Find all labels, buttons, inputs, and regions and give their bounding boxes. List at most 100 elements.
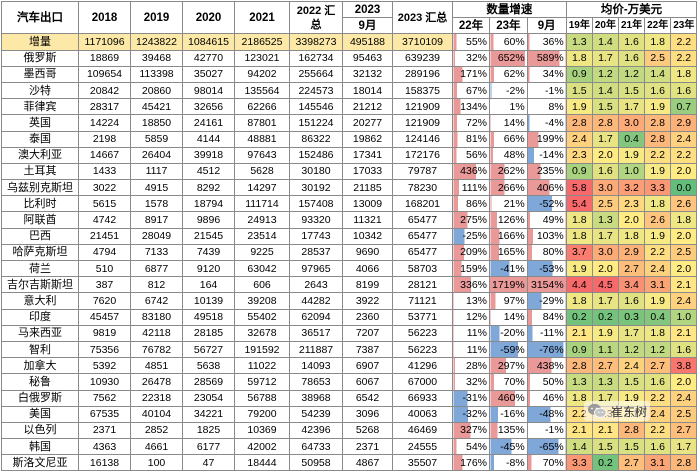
price-cell: 1.6	[644, 373, 672, 391]
volume-cell: 3022	[78, 179, 131, 197]
volume-cell: 87801	[234, 114, 290, 132]
table-row: 墨西哥 109654 113398 35027 94202 255664 32132 2891…	[1, 65, 698, 83]
price-cell: 2.1	[670, 324, 698, 342]
table-row: 马来西亚 9819 42118 28185 32678 36517 7207 56223 11%…	[1, 324, 698, 342]
watermark-text: 崔东树	[610, 404, 647, 419]
volume-cell: 1578	[130, 195, 183, 213]
header-price-23: 23年	[670, 17, 698, 35]
volume-cell: 158375	[392, 81, 453, 100]
growth-cell: 46%	[526, 389, 567, 407]
price-cell: 0.4	[617, 130, 646, 148]
country-name: 智利	[1, 340, 79, 359]
price-cell: 2.0	[670, 227, 698, 245]
price-cell: 2.7	[644, 357, 672, 375]
header-price-group: 均价-万美元	[565, 0, 698, 19]
table-row: 斯洛文尼亚 16138 100 47 18444 50958 4867 35507 176% -8…	[1, 454, 698, 471]
volume-cell: 97965	[289, 259, 343, 278]
volume-cell: 40104	[130, 405, 183, 423]
volume-cell: 24913	[234, 211, 290, 229]
volume-cell: 30180	[289, 162, 343, 181]
table-row: 加拿大 5392 4851 5638 11022 14093 6907 41296 28% 297…	[1, 357, 698, 375]
volume-cell: 4867	[342, 454, 393, 471]
growth-cell: 134%	[452, 98, 490, 116]
price-cell: 1.9	[591, 324, 619, 342]
price-cell: 2.1	[565, 421, 593, 440]
header-country: 汽车出口	[1, 0, 79, 35]
volume-cell: 8199	[342, 276, 393, 294]
country-name: 吉尔吉斯斯坦	[1, 276, 79, 294]
volume-cell: 18850	[130, 114, 183, 132]
volume-cell: 14224	[78, 114, 131, 132]
growth-cell: 209%	[452, 243, 490, 262]
growth-cell: -65%	[526, 438, 567, 456]
price-cell: 3.1	[644, 276, 672, 294]
volume-cell: 23054	[182, 389, 235, 407]
header-growth-group: 数量增速	[452, 0, 567, 19]
volume-cell: 76782	[130, 340, 183, 359]
growth-cell: -1%	[526, 81, 567, 100]
price-cell: 1.6	[670, 81, 698, 100]
growth-cell: 336%	[452, 276, 490, 294]
growth-cell: -31%	[452, 389, 490, 407]
header-2022-total: 2022 汇总	[289, 0, 343, 35]
price-cell: 1.6	[617, 33, 646, 51]
volume-cell: 4851	[130, 357, 183, 375]
volume-cell: 2852	[130, 421, 183, 440]
header-growth-22: 22年	[452, 17, 490, 35]
growth-cell: 438%	[526, 357, 567, 375]
price-cell: 2.6	[670, 195, 698, 213]
volume-cell: 2643	[289, 276, 343, 294]
volume-cell: 124146	[392, 130, 453, 148]
volume-cell: 11022	[234, 357, 290, 375]
volume-cell: 18869	[78, 49, 131, 67]
country-name: 哈萨克斯坦	[1, 243, 79, 262]
growth-cell: -25%	[452, 227, 490, 245]
volume-cell: 4512	[182, 162, 235, 181]
price-cell: 2.0	[670, 162, 698, 181]
volume-cell: 17341	[342, 146, 393, 164]
price-cell: 0.9	[565, 65, 593, 83]
growth-cell: 297%	[489, 357, 528, 375]
volume-cell: 14093	[289, 357, 343, 375]
volume-cell: 9690	[342, 243, 393, 262]
table-row: 智利 75356 76782 56727 191592 211887 7387 56223 11…	[1, 340, 698, 359]
volume-cell: 172176	[392, 146, 453, 164]
volume-cell: 42770	[182, 49, 235, 67]
volume-cell: 1084615	[182, 33, 235, 51]
country-name: 比利时	[1, 195, 79, 213]
country-name: 马来西亚	[1, 324, 79, 342]
growth-cell: 86%	[452, 195, 490, 213]
growth-cell: -1%	[526, 421, 567, 440]
price-cell: 3.3	[644, 179, 672, 197]
price-cell: 0.9	[565, 162, 593, 181]
price-cell: 1.9	[644, 227, 672, 245]
volume-cell: 211887	[289, 340, 343, 359]
growth-cell: 36%	[526, 33, 567, 51]
volume-cell: 75356	[78, 340, 131, 359]
growth-cell: 460%	[489, 389, 528, 407]
volume-cell: 10342	[342, 227, 393, 245]
volume-cell: 42118	[130, 324, 183, 342]
volume-cell: 10369	[234, 421, 290, 440]
price-cell: 2.0	[591, 259, 619, 278]
growth-cell: 103%	[526, 227, 567, 245]
volume-cell: 4915	[130, 179, 183, 197]
volume-cell: 8917	[130, 211, 183, 229]
price-cell: 3.4	[617, 276, 646, 294]
table-header: 汽车出口 2018 2019 2020 2021 2022 汇总 2023 20…	[1, 0, 698, 35]
price-cell: 1.7	[617, 324, 646, 342]
growth-cell: 126%	[489, 211, 528, 229]
price-cell: 2.2	[670, 146, 698, 164]
growth-cell: 84%	[526, 308, 567, 326]
volume-cell: 28185	[182, 324, 235, 342]
table-row: 荷兰 510 6877 9120 63042 97965 4066 58703 159% -41%…	[1, 259, 698, 278]
price-cell: 2.5	[670, 243, 698, 262]
country-name: 以色列	[1, 421, 79, 440]
price-cell: 1.6	[644, 438, 672, 456]
country-name: 俄罗斯	[1, 49, 79, 67]
volume-cell: 44282	[289, 292, 343, 310]
table-row: 白俄罗斯 7562 22318 23054 56788 38968 6542 66933 -31…	[1, 389, 698, 407]
price-cell: 2.0	[591, 146, 619, 164]
price-cell: 2.4	[565, 130, 593, 148]
table-row: 哈萨克斯坦 4794 7133 7439 9225 28537 9690 65477 209% 1…	[1, 243, 698, 262]
